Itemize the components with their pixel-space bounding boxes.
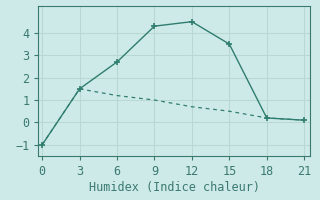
X-axis label: Humidex (Indice chaleur): Humidex (Indice chaleur): [89, 181, 260, 194]
